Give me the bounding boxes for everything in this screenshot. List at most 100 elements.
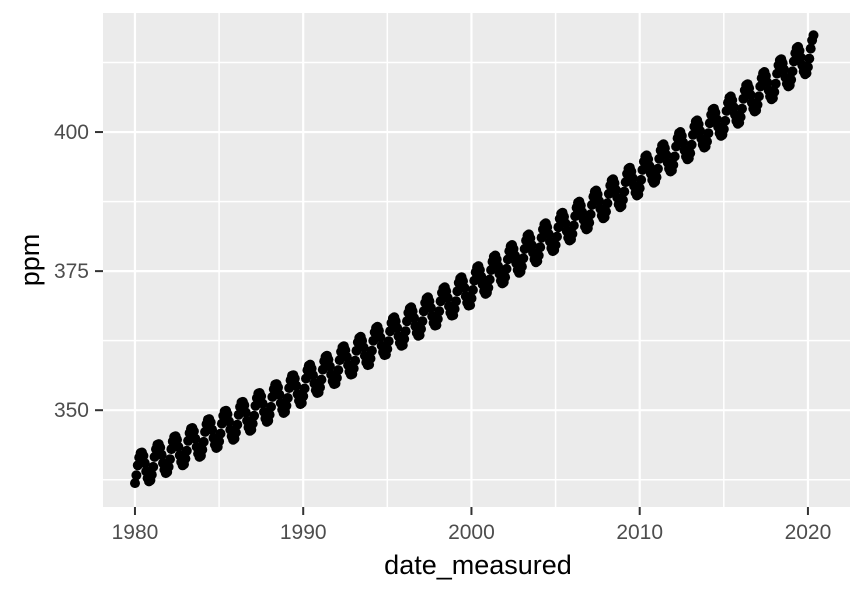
data-point [770,78,781,89]
data-point [331,372,342,383]
data-point [375,332,386,343]
data-point [601,206,611,217]
data-point [567,228,578,239]
data-point [341,351,352,362]
y-axis-title: ppm [15,233,45,287]
data-point [400,326,411,337]
data-point [585,209,596,220]
data-point [198,436,209,447]
data-point [333,365,344,376]
data-point [215,428,226,439]
data-point [745,89,756,100]
data-point [392,322,403,333]
data-point [483,282,494,293]
data-point [156,449,167,460]
x-tick-label: 1990 [280,521,327,544]
data-point [702,136,712,147]
x-tick-label: 2020 [785,521,832,544]
data-point [627,173,638,184]
data-point [509,250,520,261]
data-point [493,261,504,272]
data-point [348,363,359,374]
data-point [207,424,218,435]
data-point [165,454,175,465]
data-point [550,240,561,250]
data-point [324,361,335,372]
data-point [484,274,495,285]
data-point [711,114,722,125]
data-point [668,159,679,170]
data-point [636,174,647,185]
data-point [409,312,419,323]
data-point [232,419,243,430]
data-point [617,194,628,205]
data-point [466,293,477,304]
axis-tick-marks [95,131,809,515]
data-point [366,345,377,356]
data-point [181,445,192,456]
data-point [350,355,361,366]
data-point [584,217,595,228]
data-point [552,231,562,242]
data-point [728,102,739,112]
data-point [787,66,798,77]
data-point [451,296,461,307]
data-point [416,324,426,334]
data-point [434,306,445,317]
data-point [315,382,325,393]
data-point [808,30,819,41]
data-point [266,401,276,412]
data-point [180,453,191,464]
data-point [543,228,554,239]
data-point [264,409,275,420]
data-point [703,128,714,139]
data-point [568,220,579,231]
data-point [685,148,696,159]
data-point [661,149,672,160]
data-point [163,461,174,472]
data-point [432,314,443,324]
data-point [795,52,806,63]
data-point [526,240,537,250]
y-tick-label: 375 [54,260,89,283]
data-point [634,183,645,194]
data-point [805,43,816,54]
data-point [804,53,815,64]
data-point [501,263,512,274]
data-point [442,292,453,303]
data-point [695,125,705,136]
data-point [449,304,460,314]
data-point [752,99,763,110]
data-point [686,139,697,150]
data-point [779,64,790,75]
y-tick-label: 400 [54,121,89,144]
data-point [718,124,729,135]
x-axis-title: date_measured [384,550,572,580]
data-point [753,91,764,102]
data-point [247,418,258,429]
data-points [130,30,819,489]
data-point [399,334,410,344]
data-point [316,374,327,385]
data-point [173,441,184,452]
data-point [610,184,621,195]
data-point [249,410,260,421]
data-point [299,383,310,394]
data-point [291,380,302,391]
data-point [516,261,527,272]
data-point [467,285,478,295]
x-tick-label: 2010 [616,521,663,544]
y-tick-label: 350 [54,399,89,422]
x-tick-label: 1980 [112,521,159,544]
data-point [720,115,731,126]
data-point [577,207,588,218]
data-point [802,62,813,72]
data-point [476,271,487,282]
data-point [148,461,159,472]
data-point [602,198,613,209]
data-point [560,218,571,229]
data-point [651,172,662,183]
data-point [358,342,369,353]
data-point [669,151,680,162]
